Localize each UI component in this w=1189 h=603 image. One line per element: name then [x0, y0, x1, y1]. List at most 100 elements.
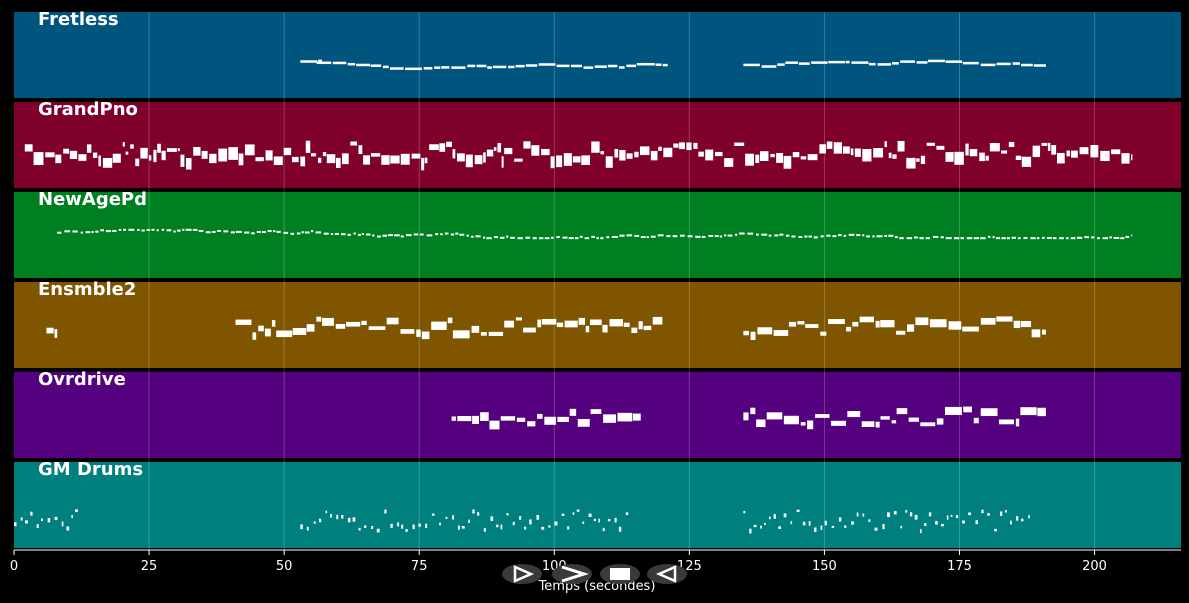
note	[412, 524, 415, 530]
note	[790, 521, 793, 525]
note	[244, 144, 255, 156]
note	[909, 512, 913, 517]
note	[920, 529, 922, 534]
note	[85, 231, 91, 234]
note	[1091, 236, 1095, 239]
note	[891, 420, 897, 424]
note	[800, 422, 806, 426]
note	[1076, 236, 1083, 239]
note	[504, 320, 514, 328]
note	[581, 155, 591, 165]
note	[868, 62, 876, 66]
note	[1031, 329, 1041, 338]
note	[994, 528, 997, 532]
note	[66, 526, 70, 531]
note	[693, 142, 698, 149]
note	[98, 155, 102, 167]
note	[318, 59, 322, 63]
track-name: NewAgePd	[38, 189, 147, 210]
note	[537, 319, 542, 328]
note	[574, 237, 579, 240]
note	[987, 235, 991, 238]
note	[783, 513, 787, 518]
note	[377, 235, 381, 238]
note	[833, 142, 842, 154]
note	[924, 523, 927, 526]
note	[1001, 150, 1008, 154]
note	[122, 142, 125, 147]
note	[538, 237, 544, 240]
note	[796, 509, 800, 512]
note	[804, 235, 808, 238]
stop-button[interactable]	[600, 564, 640, 584]
note	[390, 155, 400, 164]
note	[358, 145, 363, 155]
note	[386, 317, 399, 325]
note	[882, 524, 885, 530]
note	[452, 330, 470, 339]
note	[523, 327, 536, 333]
note	[715, 151, 723, 157]
note	[916, 61, 928, 64]
note	[861, 421, 875, 427]
note	[969, 149, 978, 157]
note	[965, 143, 969, 156]
note	[92, 152, 98, 158]
note	[813, 236, 818, 239]
note	[506, 235, 509, 238]
note	[63, 148, 70, 154]
note	[91, 230, 94, 233]
note	[1052, 237, 1057, 240]
note	[515, 64, 525, 68]
note	[353, 232, 356, 235]
note	[551, 236, 554, 239]
note	[291, 156, 299, 163]
note	[352, 517, 356, 522]
note	[862, 234, 865, 237]
note	[1017, 237, 1021, 240]
note	[198, 230, 204, 233]
note	[363, 155, 371, 165]
note	[880, 320, 895, 328]
note	[589, 319, 602, 326]
note	[538, 63, 556, 66]
note	[445, 516, 448, 519]
note	[372, 234, 375, 237]
note	[600, 237, 604, 240]
note	[564, 320, 578, 328]
fast-forward-button[interactable]	[552, 564, 592, 584]
note	[773, 330, 789, 336]
note	[884, 234, 888, 237]
note	[851, 61, 869, 64]
note	[847, 411, 861, 418]
rewind-button[interactable]	[647, 564, 687, 584]
note	[770, 153, 775, 158]
note	[394, 234, 400, 237]
note	[426, 234, 433, 237]
note	[411, 153, 421, 159]
note	[880, 416, 890, 420]
play-button[interactable]	[502, 564, 542, 584]
track-notes	[46, 316, 1046, 341]
note	[743, 330, 749, 336]
note	[350, 141, 358, 146]
note	[791, 235, 796, 238]
note	[80, 231, 83, 234]
note	[679, 142, 685, 150]
note	[455, 232, 459, 235]
note	[405, 67, 422, 71]
note	[151, 228, 155, 231]
note	[235, 230, 242, 233]
note	[556, 155, 563, 168]
note	[907, 324, 915, 332]
note	[69, 150, 78, 160]
note	[962, 520, 965, 524]
note	[940, 236, 944, 239]
note	[557, 416, 569, 422]
note	[474, 155, 483, 165]
note	[72, 230, 78, 233]
note	[322, 151, 327, 157]
note	[1037, 407, 1046, 417]
note	[896, 408, 908, 415]
note	[318, 518, 322, 523]
